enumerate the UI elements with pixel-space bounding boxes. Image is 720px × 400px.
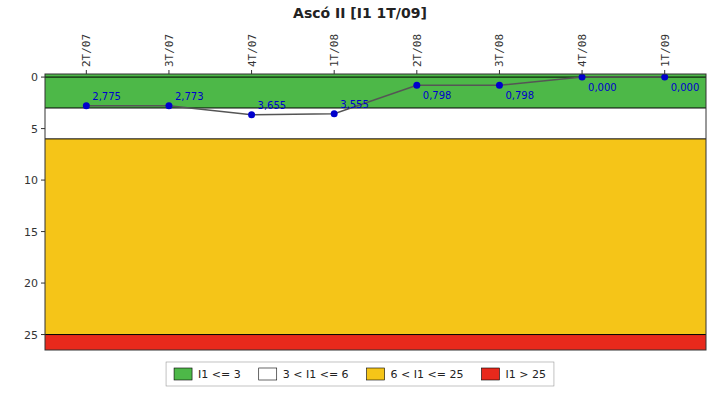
x-tick-label: 2T/07: [80, 34, 93, 67]
y-tick-label: 0: [31, 71, 38, 84]
point: [248, 111, 255, 118]
y-tick-label: 20: [24, 277, 38, 290]
x-tick-label: 4T/08: [576, 34, 589, 67]
legend-label: 3 < I1 <= 6: [283, 368, 349, 381]
chart: Ascó II [I1 1T/09] 2,775 2,773 3,655 3,555 0,…: [0, 0, 720, 400]
legend-frame: [166, 362, 554, 386]
plot-frame: [45, 74, 706, 350]
zone-band: [45, 74, 706, 108]
zone-band: [45, 108, 706, 139]
zone-boundary: [45, 107, 706, 108]
y-tick-label: 25: [24, 329, 38, 342]
x-tick-label: 4T/07: [246, 34, 259, 67]
x-tick: [86, 70, 87, 74]
y-tick: [41, 231, 45, 232]
y-tick: [41, 283, 45, 284]
point: [661, 74, 668, 81]
legend-swatch: [481, 368, 499, 380]
point: [331, 110, 338, 117]
y-tick-label: 15: [24, 226, 38, 239]
x-tick-label: 3T/07: [163, 34, 176, 67]
data-label: 2,773: [175, 91, 204, 102]
y-tick: [41, 334, 45, 335]
legend-swatch: [367, 368, 385, 380]
x-tick: [582, 70, 583, 74]
y-tick-label: 10: [24, 174, 38, 187]
x-tick: [499, 70, 500, 74]
zone-boundary: [45, 334, 706, 335]
title: Ascó II [I1 1T/09]: [293, 5, 427, 21]
point: [579, 74, 586, 81]
x-tick: [416, 70, 417, 74]
data-label: 0,000: [588, 82, 617, 93]
data-label: 2,775: [92, 91, 121, 102]
legend-label: I1 > 25: [505, 368, 545, 381]
zone-band: [45, 335, 706, 350]
x-tick: [334, 70, 335, 74]
data-label: 3,555: [340, 99, 369, 110]
data-label: 0,798: [505, 90, 534, 101]
legend-label: I1 <= 3: [198, 368, 241, 381]
y-tick-label: 5: [31, 123, 38, 136]
x-tick-label: 1T/08: [328, 34, 341, 67]
point: [165, 102, 172, 109]
y-tick: [41, 77, 45, 78]
x-tick: [251, 70, 252, 74]
x-tick-label: 1T/09: [659, 34, 672, 67]
data-label: 0,000: [671, 82, 700, 93]
legend: I1 <= 3 3 < I1 <= 6 6 < I1 <= 25 I1 > 25: [166, 362, 554, 386]
data-label: 3,655: [258, 100, 287, 111]
series-line: [86, 77, 664, 115]
x-tick-label: 3T/08: [493, 34, 506, 67]
data-label: 0,798: [423, 90, 452, 101]
plot-area: [45, 74, 706, 350]
zone-boundary: [45, 138, 706, 139]
point: [496, 82, 503, 89]
legend-swatch: [174, 368, 192, 380]
legend-swatch: [259, 368, 277, 380]
x-tick: [664, 70, 665, 74]
y-tick: [41, 180, 45, 181]
point: [83, 102, 90, 109]
zone-band: [45, 139, 706, 335]
point: [413, 82, 420, 89]
x-tick: [168, 70, 169, 74]
legend-label: 6 < I1 <= 25: [391, 368, 464, 381]
y-tick: [41, 128, 45, 129]
x-tick-label: 2T/08: [411, 34, 424, 67]
